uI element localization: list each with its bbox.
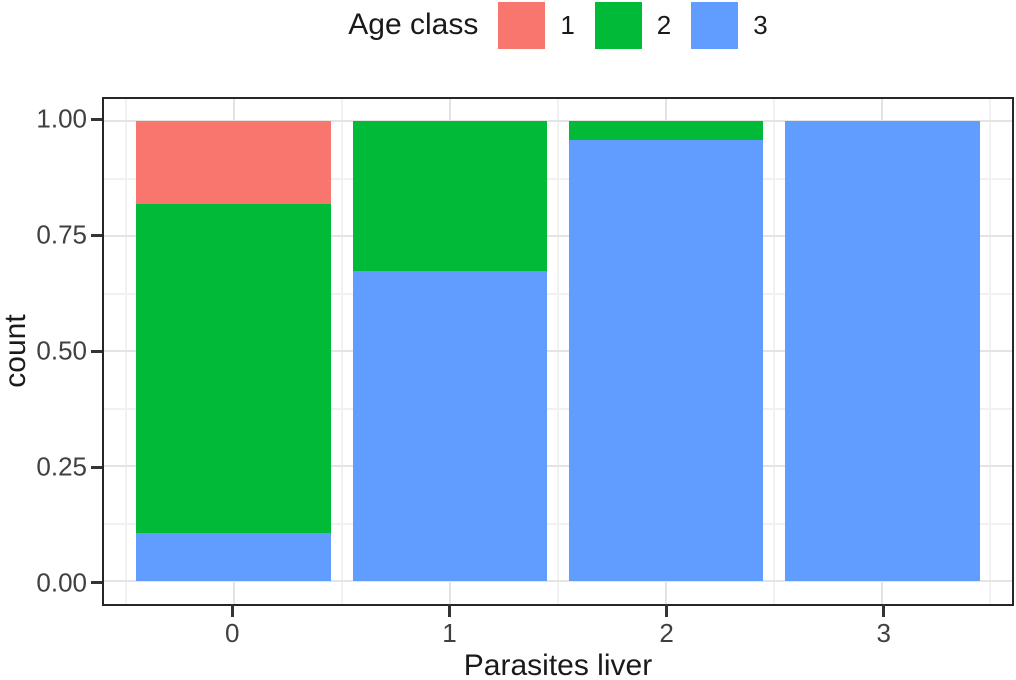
y-tick-label: 1.00: [36, 103, 87, 134]
plot-panel: [102, 97, 1014, 606]
x-tick-label: 2: [659, 618, 674, 648]
x-tick-label: 3: [876, 618, 891, 648]
legend-item-class-3: 3: [691, 1, 768, 49]
y-tick-mark: [91, 465, 102, 469]
legend-label: 2: [656, 9, 672, 40]
legend-title: Age class: [348, 8, 479, 41]
y-tick-label: 0.50: [36, 335, 87, 366]
legend-label: 3: [753, 9, 768, 40]
bar-1-segment-class-3: [352, 270, 548, 582]
y-tick-mark: [91, 117, 102, 121]
legend-item-class-2: 2: [594, 1, 672, 49]
gridline-major-horizontal: [104, 465, 1012, 468]
bar-1-segment-class-2: [352, 121, 548, 271]
legend-label: 1: [560, 9, 575, 40]
bar-0-segment-class-2: [136, 204, 331, 533]
y-tick-mark: [91, 233, 102, 237]
bar-0-segment-class-1: [136, 121, 331, 205]
gridline-major-horizontal: [104, 580, 1012, 583]
x-tick-mark: [447, 604, 451, 617]
gridline-major-horizontal: [104, 235, 1012, 238]
legend-swatch-class-3: [691, 1, 739, 49]
y-axis: 0.00 0.25 0.50 0.75 1.00: [0, 97, 102, 606]
bar-3-segment-class-3: [785, 121, 980, 582]
x-axis-title: Parasites liver: [463, 649, 653, 680]
bar-0-segment-class-3: [136, 532, 331, 582]
y-tick-mark: [91, 581, 102, 585]
y-tick-label: 0.75: [36, 219, 87, 250]
legend: Age class 1 2 3: [102, 0, 1014, 50]
x-tick-mark: [230, 604, 234, 617]
legend-items: 1 2 3: [478, 1, 768, 49]
x-tick-mark: [665, 604, 669, 617]
legend-item-class-1: 1: [498, 1, 575, 49]
x-tick-mark: [882, 604, 886, 617]
x-tick-label: 1: [442, 618, 457, 648]
y-tick-label: 0.25: [36, 451, 87, 482]
gridline-major-horizontal: [104, 120, 1012, 123]
y-tick-label: 0.00: [36, 567, 87, 598]
y-tick-mark: [91, 349, 102, 353]
x-tick-label: 0: [225, 618, 240, 648]
bar-2-segment-class-2: [568, 121, 764, 140]
legend-swatch-class-2: [594, 1, 642, 49]
legend-swatch-class-1: [498, 1, 546, 49]
bar-2-segment-class-3: [568, 139, 764, 582]
x-axis: 0 1 2 3: [102, 604, 1014, 654]
gridline-major-horizontal: [104, 350, 1012, 353]
